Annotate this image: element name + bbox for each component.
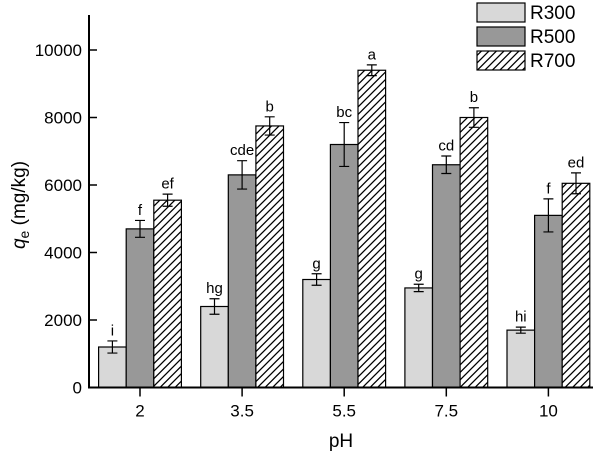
x-tick-label-ph-7.5: 7.5 [434,402,458,421]
y-tick-label-0: 0 [73,379,82,398]
bar-R500-ph-5.5 [329,143,359,389]
error-bar-R500-ph-2 [135,219,145,238]
error-bar-R500-ph-5.5 [339,121,350,168]
x-tick-label-ph-10: 10 [539,402,558,421]
bar-R700-ph-10 [561,182,591,389]
error-bar-R300-ph-7.5 [413,283,424,293]
error-bar-R700-ph-2 [162,193,173,207]
bar-R700-ph-3.5 [255,125,285,389]
x-axis-title: pH [329,431,353,452]
significance-letter-R700-ph-5.5: a [368,46,377,63]
significance-letter-R500-ph-2: f [138,202,143,219]
bar-R500-ph-3.5 [227,174,257,389]
bar-R700-ph-7.5 [459,116,489,389]
bar-R500-ph-10 [533,214,563,389]
error-bar-R500-ph-10 [543,198,554,233]
bar-R300-ph-7.5 [404,287,434,389]
significance-letter-R300-ph-10: hi [515,309,527,326]
y-axis-title: qe (mg/kg) [9,161,32,249]
bar-R300-ph-3.5 [200,305,229,389]
bar-R300-ph-10 [506,329,536,389]
error-bar-R700-ph-10 [571,172,581,195]
significance-letter-R300-ph-5.5: g [312,255,320,272]
bar-R500-ph-7.5 [431,164,461,389]
legend-label-R300: R300 [530,3,575,24]
significance-letter-R500-ph-5.5: bc [336,104,352,121]
error-bar-R500-ph-7.5 [441,155,452,175]
legend-label-R700: R700 [530,51,575,72]
bar-R300-ph-2 [97,346,127,389]
error-bar-R500-ph-3.5 [237,160,248,190]
x-tick-label-ph-3.5: 3.5 [230,402,254,421]
legend: R300 R500 R700 [476,2,575,72]
error-bar-R700-ph-7.5 [468,107,479,128]
error-bar-R700-ph-3.5 [264,116,275,136]
significance-letter-R700-ph-2: ef [161,176,174,193]
significance-letter-R700-ph-3.5: b [266,98,274,115]
significance-letter-R500-ph-3.5: cde [230,142,254,159]
series-R500: f cde bc cd f [125,104,563,389]
y-tick-label-2000: 2000 [44,311,82,330]
legend-label-R500: R500 [530,27,575,48]
bar-R500-ph-2 [125,228,155,389]
y-tick-label-6000: 6000 [44,176,82,195]
legend-swatch-R700 [476,50,526,71]
x-tick-label-ph-2: 2 [135,402,144,421]
y-tick-label-10000: 10000 [35,41,82,60]
significance-letter-R300-ph-2: i [111,322,114,339]
error-bar-R300-ph-5.5 [311,273,322,286]
bar-R700-ph-5.5 [357,69,387,389]
axes: 0 2000 4000 6000 8000 10000 2 3.5 5.5 7.5 10 pH qe (… [9,15,593,452]
bar-R700-ph-2 [153,199,183,389]
legend-swatch-R500 [476,26,526,47]
error-bar-R300-ph-10 [515,326,526,334]
error-bar-R700-ph-5.5 [366,64,377,77]
significance-letter-R700-ph-7.5: b [470,89,478,106]
bar-R300-ph-5.5 [302,278,331,389]
series-R700: ef b a b ed [153,46,591,389]
significance-letter-R700-ph-10: ed [568,154,585,171]
legend-swatch-R300 [476,2,526,23]
error-bar-R300-ph-3.5 [209,298,220,315]
significance-letter-R500-ph-7.5: cd [438,137,454,154]
x-tick-label-ph-5.5: 5.5 [332,402,356,421]
significance-letter-R500-ph-10: f [546,180,551,197]
y-tick-label-8000: 8000 [44,109,82,128]
error-bar-R300-ph-2 [107,340,118,354]
y-tick-label-4000: 4000 [44,244,82,263]
significance-letter-R300-ph-7.5: g [415,266,423,283]
significance-letter-R300-ph-3.5: hg [206,280,223,297]
